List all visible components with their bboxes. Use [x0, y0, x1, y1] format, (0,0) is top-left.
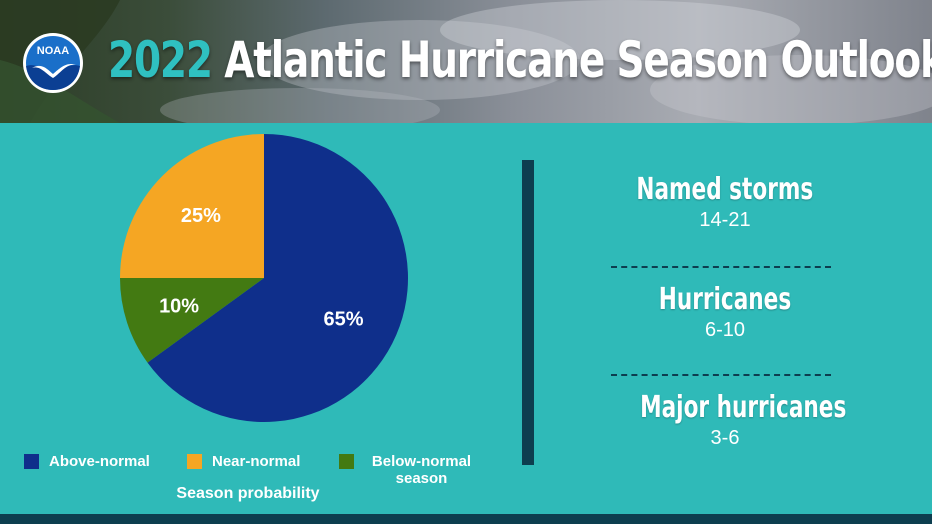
pie-slice-above-normal [147, 134, 409, 422]
pie-data-label: 25% [181, 205, 221, 227]
dashed-divider [611, 266, 831, 268]
legend-item-above-normal: Above-normal [24, 451, 150, 473]
noaa-logo-text: NOAA [37, 45, 69, 57]
header-banner: NOAA 2022 Atlantic Hurricane Season Outl… [0, 0, 932, 123]
stat-label: Named storms [636, 172, 814, 207]
legend-item-near-normal: Near-normal [187, 451, 300, 473]
legend-swatch [24, 454, 39, 469]
vertical-divider [522, 160, 534, 465]
noaa-logo: NOAA [22, 32, 84, 94]
pie-data-label: 65% [324, 309, 364, 331]
satellite-background [0, 0, 932, 123]
stat-major-hurricanes: Major hurricanes 3-6 [600, 390, 850, 450]
pie-chart: 65% 10% 25% [120, 134, 409, 422]
legend-item-below-normal: Below-normal season [339, 451, 479, 487]
pie-labels: 65% 10% 25% [159, 205, 364, 331]
bottom-bar [0, 514, 932, 524]
stat-named-storms: Named storms 14-21 [600, 172, 850, 232]
legend-swatch [339, 454, 354, 469]
chart-title: Season probability [176, 485, 320, 502]
pie-slice-near-normal [120, 134, 264, 278]
legend-label: Above-normal [49, 453, 150, 470]
page-title: 2022 Atlantic Hurricane Season Outlook [108, 24, 932, 96]
stat-value: 3-6 [710, 427, 740, 449]
title-year: 2022 [108, 31, 213, 89]
stat-value: 6-10 [704, 319, 746, 341]
pie-data-label: 10% [159, 296, 199, 318]
dashed-divider [611, 374, 831, 376]
legend-swatch [187, 454, 202, 469]
pie-slices [120, 134, 409, 422]
legend-label: Near-normal [212, 453, 301, 470]
stat-value: 14-21 [699, 209, 751, 231]
stat-hurricanes: Hurricanes 6-10 [600, 282, 850, 342]
title-text: Atlantic Hurricane Season Outlook [224, 31, 932, 89]
stat-label: Hurricanes [658, 282, 792, 317]
legend-label: Below-normal season [371, 453, 472, 487]
pie-slice-below-normal-season [120, 278, 264, 363]
stat-label: Major hurricanes [640, 390, 847, 425]
